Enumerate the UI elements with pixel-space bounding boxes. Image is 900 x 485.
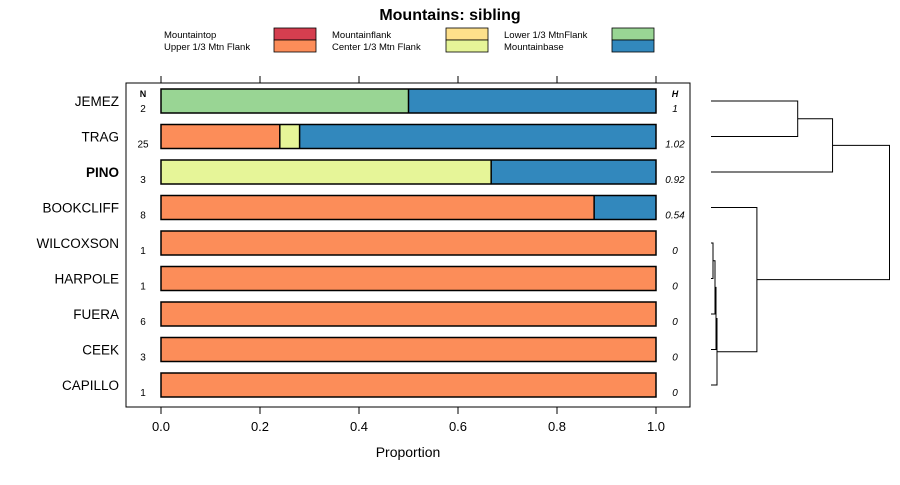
bar-ceek-upper-1-3-mtn-flank xyxy=(161,337,656,362)
legend-label-lower-1-3-mtnflank: Lower 1/3 MtnFlank xyxy=(504,30,588,41)
n-value-trag: 25 xyxy=(137,140,149,151)
bar-pino-center-1-3-mtn-flank xyxy=(161,160,492,184)
bar-outline-pino xyxy=(160,159,657,185)
legend-label-mountainbase: Mountainbase xyxy=(504,42,564,53)
row-label-wilcoxson: WILCOXSON xyxy=(36,236,119,251)
bar-jemez-lower-1-3-mtnflank xyxy=(161,89,409,113)
row-label-jemez: JEMEZ xyxy=(75,94,119,109)
legend-label-mountainflank: Mountainflank xyxy=(332,30,391,41)
bar-capillo-upper-1-3-mtn-flank xyxy=(161,373,656,397)
row-label-pino: PINO xyxy=(86,165,119,180)
legend-swatch-lower-1-3-mtnflank xyxy=(611,27,655,41)
legend-label-center-1-3-mtn-flank: Center 1/3 Mtn Flank xyxy=(332,42,421,53)
h-value-wilcoxson: 0 xyxy=(672,246,678,257)
top-axis xyxy=(160,76,657,83)
row-label-harpole: HARPOLE xyxy=(54,272,119,287)
n-value-ceek: 3 xyxy=(140,353,146,364)
h-column-header: H xyxy=(672,89,679,99)
legend-label-mountaintop: Mountaintop xyxy=(164,30,216,41)
x-tick-label-1: 0.2 xyxy=(251,419,269,434)
bar-wilcoxson-upper-1-3-mtn-flank xyxy=(161,231,656,255)
n-value-wilcoxson: 1 xyxy=(140,246,146,257)
h-value-trag: 1.02 xyxy=(665,140,685,151)
legend-label-upper-1-3-mtn-flank: Upper 1/3 Mtn Flank xyxy=(164,42,250,53)
bar-trag-mountainbase xyxy=(299,124,656,149)
bar-bookcliff-mountainbase xyxy=(594,195,656,220)
bar-outline-harpole xyxy=(160,265,657,292)
n-value-fuera: 6 xyxy=(140,317,146,328)
bar-outline-trag xyxy=(160,123,657,150)
n-value-capillo: 1 xyxy=(140,388,146,399)
bar-fuera-upper-1-3-mtn-flank xyxy=(161,302,656,326)
x-tick-label-4: 0.8 xyxy=(548,419,566,434)
h-value-bookcliff: 0.54 xyxy=(665,211,685,222)
n-value-harpole: 1 xyxy=(140,282,146,293)
chart-title: Mountains: sibling xyxy=(379,7,520,24)
h-value-capillo: 0 xyxy=(672,388,678,399)
legend-swatch-mountaintop xyxy=(273,27,317,41)
bar-bookcliff-upper-1-3-mtn-flank xyxy=(161,195,595,220)
legend-swatch-center-1-3-mtn-flank xyxy=(445,39,489,53)
bar-jemez-mountainbase xyxy=(408,89,656,113)
row-label-fuera: FUERA xyxy=(73,307,119,322)
bar-pino-mountainbase xyxy=(491,160,656,184)
row-label-trag: TRAG xyxy=(81,130,119,145)
x-tick-label-2: 0.4 xyxy=(350,419,368,434)
bar-trag-upper-1-3-mtn-flank xyxy=(161,124,280,149)
x-tick-label-0: 0.0 xyxy=(152,419,170,434)
row-label-bookcliff: BOOKCLIFF xyxy=(42,201,119,216)
h-value-harpole: 0 xyxy=(672,282,678,293)
legend-swatch-upper-1-3-mtn-flank xyxy=(273,39,317,53)
h-value-pino: 0.92 xyxy=(665,175,685,186)
dendrogram-link-7 xyxy=(756,144,890,281)
row-label-capillo: CAPILLO xyxy=(62,378,119,393)
n-value-jemez: 2 xyxy=(140,104,146,115)
n-value-pino: 3 xyxy=(140,175,146,186)
plot-frame xyxy=(125,82,691,408)
n-column-header: N xyxy=(140,89,147,99)
bar-harpole-upper-1-3-mtn-flank xyxy=(161,266,656,291)
n-value-bookcliff: 8 xyxy=(140,211,146,222)
legend-swatch-mountainbase xyxy=(611,39,655,53)
h-value-jemez: 1 xyxy=(672,104,678,115)
bar-outline-bookcliff xyxy=(160,194,657,221)
h-value-fuera: 0 xyxy=(672,317,678,328)
legend-swatch-mountainflank xyxy=(445,27,489,41)
h-value-ceek: 0 xyxy=(672,353,678,364)
bar-outline-wilcoxson xyxy=(160,230,657,256)
row-label-ceek: CEEK xyxy=(82,343,119,358)
bar-outline-jemez xyxy=(160,88,657,114)
dendrogram xyxy=(711,100,890,386)
bar-trag-center-1-3-mtn-flank xyxy=(279,124,300,149)
row-labels: JEMEZ 2 1 TRAG 25 1.02 PINO 3 0.92 BOOKCLIFF 8 0.54… xyxy=(36,94,685,399)
bar-outline-ceek xyxy=(160,336,657,363)
bar-outline-capillo xyxy=(160,372,657,398)
x-tick-label-5: 1.0 xyxy=(647,419,665,434)
x-axis: 0.0 0.2 0.4 0.6 0.8 1.0 xyxy=(152,407,665,434)
bars xyxy=(160,88,657,398)
x-axis-label: Proportion xyxy=(376,444,441,460)
bar-outline-fuera xyxy=(160,301,657,327)
x-tick-label-3: 0.6 xyxy=(449,419,467,434)
